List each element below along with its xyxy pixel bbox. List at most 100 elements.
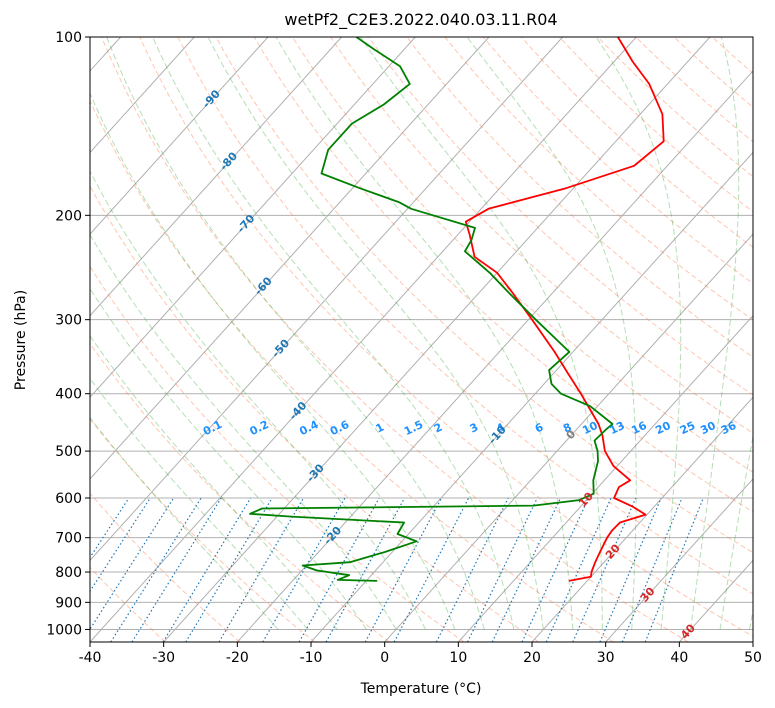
- mixing-ratio-label: 25: [678, 419, 697, 437]
- x-ticks: -40 -30 -20 -10 0 10 20 30 40 50: [79, 642, 762, 666]
- dry-adiabat-line: [482, 37, 753, 284]
- dry-adiabat-line: [597, 37, 753, 178]
- line-labels: 0.1 0.2 0.4 0.6 1 1.5 2 3 4 6 8 10 13 16 20 25 30 36-90-8…: [200, 87, 739, 642]
- mixing-ratio-label: 0.2: [248, 418, 271, 438]
- isotherm-line: [752, 641, 753, 642]
- y-tick-label: 300: [55, 313, 82, 329]
- isotherm-line: [384, 233, 753, 642]
- x-tick-label: 50: [744, 650, 762, 666]
- moist-adiabat-line: [90, 287, 367, 630]
- isotherm-line: [163, 37, 711, 642]
- isotherm-line: [90, 37, 195, 154]
- mixing-ratio-label: 0.6: [328, 418, 352, 438]
- dry-adiabat-line: [215, 37, 753, 554]
- dry-adiabat-line: [559, 37, 753, 213]
- mixing-ratio-label: 10: [580, 419, 600, 438]
- moist-adiabat-line: [466, 37, 637, 630]
- dry-adiabat-line: [90, 418, 315, 642]
- mixing-ratio-label: 0.1: [201, 418, 224, 438]
- x-tick-label: -30: [152, 650, 175, 666]
- moist-adiabat-line: [152, 37, 515, 630]
- dry-adiabat-line: [406, 37, 753, 358]
- moist-adiabat-line: [719, 434, 753, 630]
- moist-adiabat-line: [106, 37, 485, 630]
- mixing-ratio-line: [521, 497, 590, 642]
- moist-adiabat-line: [690, 37, 740, 630]
- dry-adiabat-line: [253, 37, 753, 513]
- background-lines: [90, 37, 753, 642]
- sounding-lines: [249, 37, 665, 582]
- dry-adiabat-line: [90, 265, 465, 642]
- dry-adiabat-line: [90, 185, 540, 642]
- x-tick-label: 20: [523, 650, 541, 666]
- x-tick-label: -10: [300, 650, 323, 666]
- isotherm-line: [90, 37, 343, 317]
- dewpoint-line: [249, 37, 614, 582]
- mixing-ratio-label: 36: [719, 419, 739, 438]
- y-tick-label: 600: [55, 491, 82, 507]
- y-tick-label: 900: [55, 595, 82, 611]
- isotherm-line: [90, 37, 490, 480]
- x-tick-label: 30: [597, 650, 615, 666]
- mixing-ratio-line: [491, 497, 562, 642]
- dry-adiabat-line: [673, 37, 753, 108]
- moist-adiabat-line: [90, 233, 397, 630]
- x-tick-label: 0: [380, 650, 389, 666]
- dry-adiabat-line: [368, 37, 753, 396]
- dry-adiabat-line: [330, 37, 753, 434]
- dry-adiabat-line: [711, 37, 753, 74]
- isotherm-line: [90, 37, 564, 562]
- mixing-ratio-label: 0.4: [297, 418, 321, 438]
- y-ticks: 100 200 300 400 500 600 700 800 900 1000: [46, 30, 90, 638]
- y-axis-label: Pressure (hPa): [13, 290, 29, 390]
- mixing-ratio-line: [364, 497, 442, 642]
- dry-adiabat-line: [139, 37, 753, 637]
- mixing-ratio-label: 1: [374, 421, 387, 436]
- dry-adiabat-line: [90, 342, 390, 642]
- plot-frame: [89, 36, 754, 643]
- mixing-ratio-label: 1.5: [402, 418, 425, 438]
- x-tick-label: 40: [670, 650, 688, 666]
- mixing-ratio-line: [298, 497, 380, 642]
- y-tick-label: 700: [55, 531, 82, 547]
- y-tick-label: 800: [55, 565, 82, 581]
- moist-adiabat-line: [90, 334, 338, 630]
- moist-adiabat-line: [207, 37, 544, 630]
- dry-adiabat-line: [291, 37, 753, 473]
- moist-adiabat-line: [595, 37, 682, 630]
- mixing-ratio-label: 16: [629, 419, 649, 438]
- mixing-ratio-label: 2: [432, 421, 445, 436]
- dry-adiabat-line: [90, 566, 166, 642]
- dry-adiabat-line: [177, 37, 753, 595]
- x-tick-label: -20: [226, 650, 249, 666]
- mixing-ratio-line: [90, 497, 175, 631]
- moist-adiabat-line: [275, 37, 574, 630]
- isotherm-line: [90, 37, 416, 399]
- x-tick-label: 10: [449, 650, 467, 666]
- y-tick-label: 100: [55, 30, 82, 46]
- y-tick-label: 400: [55, 387, 82, 403]
- isotherm-line: [90, 37, 637, 642]
- mixing-ratio-line: [435, 497, 509, 642]
- moist-adiabat-line: [90, 416, 279, 630]
- moist-adiabat-line: [90, 377, 308, 630]
- mixing-ratio-label: 3: [468, 421, 481, 436]
- y-tick-label: 1000: [46, 622, 82, 638]
- moist-adiabat-line: [90, 170, 426, 630]
- mixing-ratio-label: 30: [698, 419, 718, 438]
- isotherm-line: [310, 151, 753, 642]
- mixing-ratio-line: [131, 497, 222, 642]
- dry-adiabat-line: [90, 492, 241, 642]
- x-axis-label: Temperature (°C): [360, 681, 482, 697]
- moist-adiabat-line: [90, 92, 456, 630]
- mixing-ratio-line: [466, 497, 538, 642]
- dry-adiabat-line: [101, 37, 689, 642]
- mixing-ratio-line: [644, 497, 704, 642]
- dry-adiabat-line: [444, 37, 753, 321]
- isotherm-line: [457, 314, 753, 642]
- isotherm-line: [236, 70, 753, 642]
- moist-adiabat-line: [360, 37, 603, 630]
- mixing-ratio-label: 20: [653, 419, 673, 438]
- mixing-ratio-line: [162, 497, 252, 642]
